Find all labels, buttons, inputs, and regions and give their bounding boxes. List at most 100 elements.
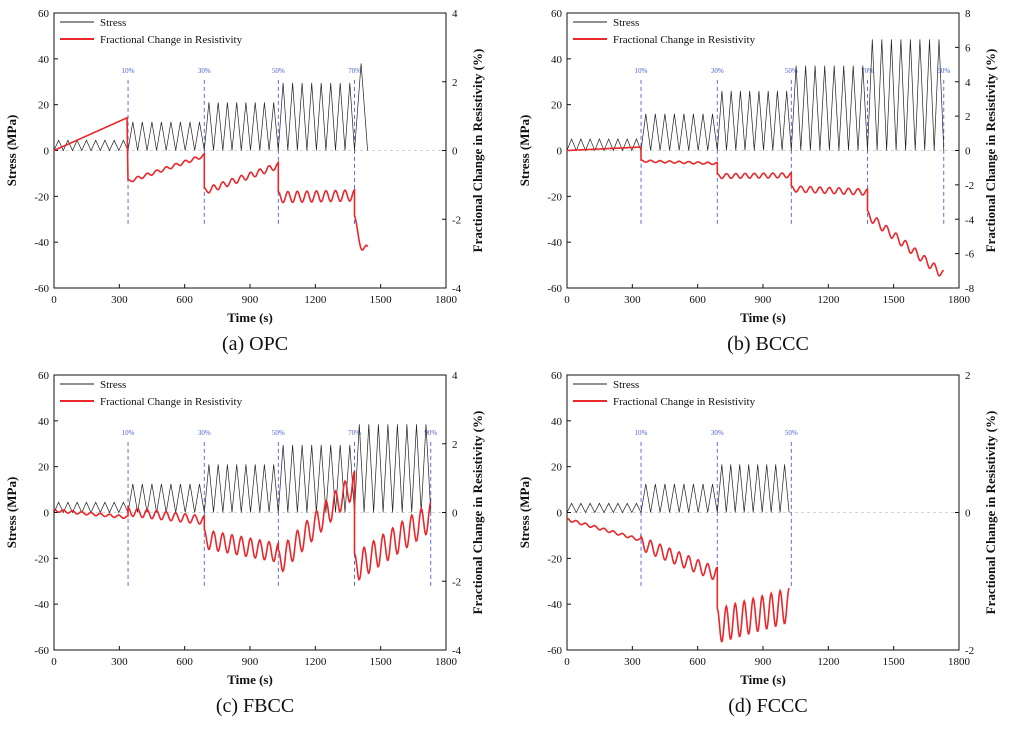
y-tick-label: -40 [34,237,49,249]
chart-b-svg: 0 300 600 900 1200 1500 1800-60-40-200204060-8… [517,8,998,325]
stage-marker-label: 50% [272,429,285,437]
x-tick-label: 0 [51,294,57,306]
y2-tick-label: 6 [965,42,971,54]
y-tick-label: 40 [551,54,563,66]
y-tick-label: 60 [551,370,563,382]
legend-resistivity-label: Fractional Change in Resistivity [100,396,243,408]
stage-marker-label: 50% [272,67,285,75]
y-tick-label: -60 [34,645,49,657]
y2-tick-label: -6 [965,249,975,261]
plot-frame [53,12,447,289]
chart-panel-a: 0 300 600 900 1200 1500 1800 -60 -40 -20 0 20 40 60 -4… [0,0,510,360]
legend-resistivity-label: Fractional Change in Resistivity [100,34,243,46]
resistivity-series-line [566,517,790,643]
y-axis-label: Stress (MPa) [4,115,19,187]
caption-c: (c) FBCC [215,695,295,717]
y-tick-label: -20 [34,553,49,565]
y-axis-label: Stress (MPa) [517,477,532,549]
x-tick-label: 1800 [948,294,971,306]
y-tick-label: 40 [38,54,50,66]
stage-marker-label: 30% [198,429,211,437]
y-tick-label: -60 [547,283,562,295]
legend-stress-label: Stress [613,379,639,391]
x-tick-label: 1200 [304,294,327,306]
stress-series-line [566,464,790,514]
y-tick-label: 60 [551,8,563,20]
y-tick-label: -40 [547,237,562,249]
y-axis-label: Stress (MPa) [4,477,19,549]
y-tick-label: 40 [551,416,563,428]
y-axis-label: Stress (MPa) [517,115,532,187]
y-tick-label: 40 [38,416,50,428]
legend-stress-label: Stress [100,379,126,391]
y2-tick-label: 4 [452,8,458,20]
chart-a-svg: 0 300 600 900 1200 1500 1800-60-40-200204060-4… [4,8,485,325]
x-tick-label: 1500 [883,656,906,668]
x-tick-label: 600 [689,294,706,306]
y2-tick-label: 2 [965,370,971,382]
stage-marker-label: 10% [635,429,648,437]
y-tick-label: 20 [38,100,50,112]
y-tick-label: -20 [547,553,562,565]
y-tick-label: -60 [547,645,562,657]
y2-axis-label: Fractional Change in Resistivity (%) [983,49,998,253]
y2-tick-label: -4 [965,214,975,226]
y-tick-label: -40 [547,599,562,611]
y-tick-label: -20 [547,191,562,203]
y-tick-label: -40 [34,599,49,611]
x-axis-label: Time (s) [740,672,786,687]
x-tick-label: 1200 [304,656,327,668]
stress-series-line [566,39,945,152]
y2-tick-label: 0 [965,146,971,158]
y2-tick-label: -4 [452,645,462,657]
chart-panel-d: 0 300 600 900 1200 1500 1800 -60 -40 -20 0 20 40 60 -2… [513,362,1023,722]
x-tick-label: 300 [624,294,641,306]
y-tick-label: 0 [557,508,563,520]
stage-marker-label: 10% [122,429,135,437]
y2-tick-label: 2 [452,439,458,451]
x-tick-label: 1200 [817,294,840,306]
y2-tick-label: 0 [452,146,458,158]
x-tick-label: 1800 [435,656,458,668]
y-tick-label: 0 [44,146,50,158]
y2-tick-label: -4 [452,283,462,295]
x-tick-label: 300 [111,656,128,668]
x-tick-label: 1500 [883,294,906,306]
caption-d: (d) FCCC [728,695,808,717]
y2-axis-label: Fractional Change in Resistivity (%) [470,49,485,253]
x-tick-label: 1800 [435,294,458,306]
x-tick-label: 900 [242,656,259,668]
resistivity-series-line [53,471,432,581]
y2-tick-label: 0 [965,508,971,520]
y2-axis-label: Fractional Change in Resistivity (%) [470,411,485,615]
x-axis-label: Time (s) [740,310,786,325]
y2-axis-label: Fractional Change in Resistivity (%) [983,411,998,615]
x-tick-label: 600 [176,294,193,306]
stage-marker-label: 90% [937,67,950,75]
y2-tick-label: 0 [452,508,458,520]
y2-tick-label: -2 [965,180,974,192]
plot-frame [53,374,447,651]
y2-tick-label: -8 [965,283,975,295]
legend-stress-label: Stress [613,17,639,29]
resistivity-series-line [53,116,369,251]
y2-tick-label: 4 [452,370,458,382]
legend-resistivity-label: Fractional Change in Resistivity [613,396,756,408]
x-tick-label: 900 [242,294,259,306]
x-axis-label: Time (s) [227,310,273,325]
stage-marker-label: 30% [711,67,724,75]
stress-series-line [53,63,368,152]
stage-marker-label: 50% [785,429,798,437]
x-tick-label: 0 [51,656,57,668]
chart-panel-b: 0 300 600 900 1200 1500 1800 -60 -40 -20 0 20 40 60 -8… [513,0,1023,360]
stage-marker-label: 50% [785,67,798,75]
y2-tick-label: -2 [965,645,974,657]
resistivity-series-line [567,146,944,277]
y2-tick-label: -2 [452,214,461,226]
y-tick-label: 60 [38,370,50,382]
x-tick-label: 900 [755,656,772,668]
x-tick-label: 1500 [370,294,393,306]
x-tick-label: 0 [564,656,570,668]
caption-a: (a) OPC [221,333,289,355]
x-tick-label: 300 [111,294,128,306]
